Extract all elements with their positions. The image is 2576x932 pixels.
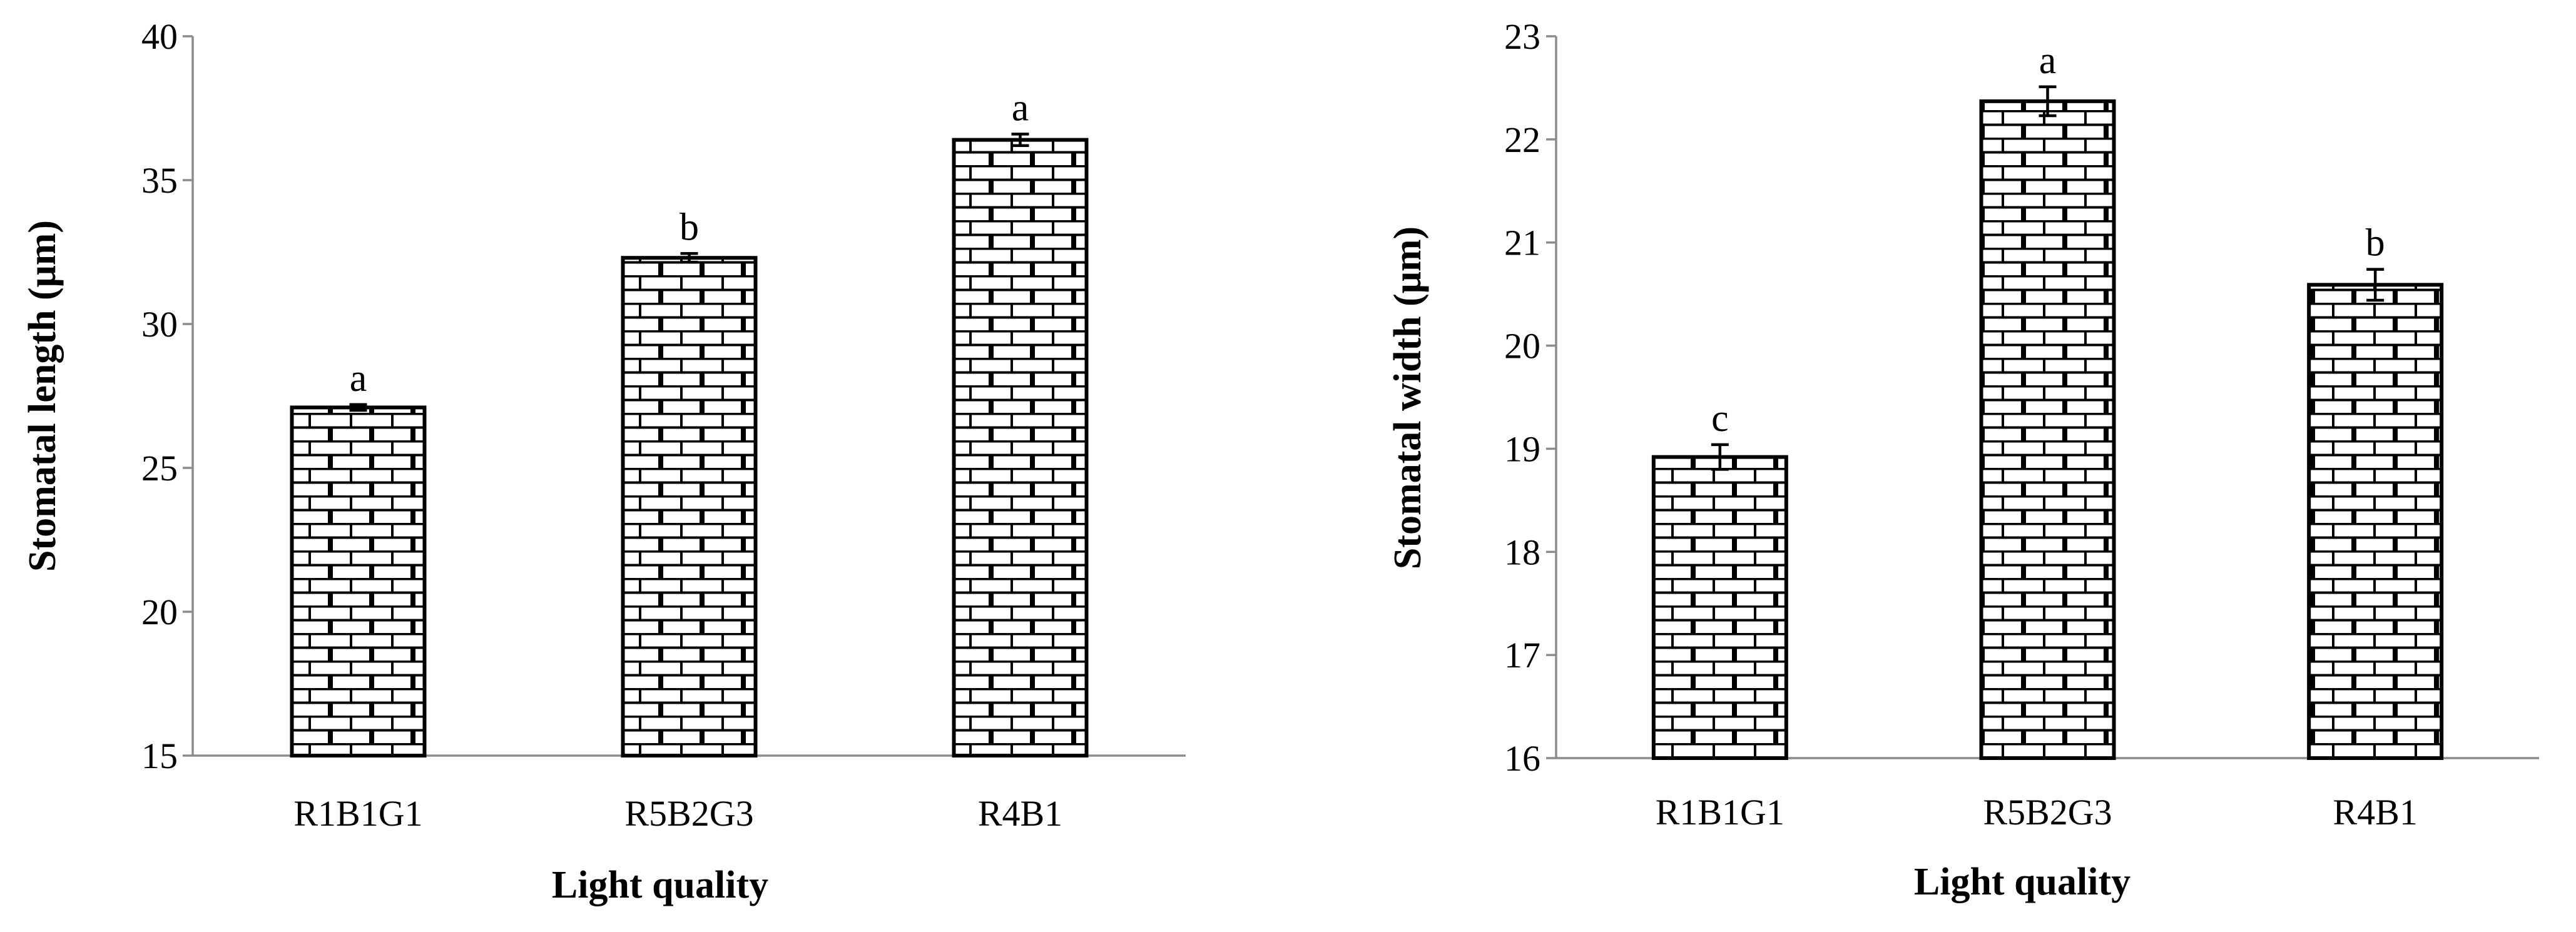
y-tick-label: 20 <box>141 592 178 632</box>
bar <box>952 138 1089 758</box>
y-tick-label: 25 <box>141 448 178 489</box>
y-tick-label: 17 <box>1504 635 1540 676</box>
bars: a b a <box>290 86 1089 758</box>
bar <box>1651 455 1788 760</box>
bars: c a b <box>1651 39 2444 761</box>
significance-label: b <box>2366 222 2385 265</box>
category-labels: R1B1G1 R5B2G3 R4B1 <box>293 793 1062 834</box>
category-label: R1B1G1 <box>1656 792 1784 833</box>
y-tick-label: 21 <box>1504 223 1540 263</box>
category-label: R4B1 <box>978 793 1062 834</box>
significance-label: a <box>2039 39 2057 82</box>
y-tick-label: 16 <box>1504 738 1540 779</box>
category-label: R4B1 <box>2333 792 2417 833</box>
y-axis-title: Stomatal length (μm) <box>21 220 64 572</box>
bar <box>621 256 758 757</box>
y-axis-title: Stomatal width (μm) <box>1387 226 1429 569</box>
significance-label: b <box>680 206 699 248</box>
category-labels: R1B1G1 R5B2G3 R4B1 <box>1656 792 2418 833</box>
category-label: R5B2G3 <box>624 793 753 834</box>
category-label: R5B2G3 <box>1983 792 2112 833</box>
y-tick-label: 35 <box>141 160 178 201</box>
y-ticks: 16 17 18 19 20 21 22 23 <box>1504 16 1556 779</box>
y-tick-label: 40 <box>141 16 178 57</box>
y-tick-label: 18 <box>1504 532 1540 572</box>
y-tick-label: 23 <box>1504 16 1540 57</box>
y-tick-label: 15 <box>141 736 178 776</box>
significance-label: a <box>1012 86 1029 129</box>
stomatal-width-chart: 16 17 18 19 20 21 22 23 c a b R1B1G1 R5B2G3 R4B1 Li… <box>1387 16 2539 903</box>
y-ticks: 15 20 25 30 35 40 <box>141 16 193 776</box>
bar <box>1979 99 2116 761</box>
category-label: R1B1G1 <box>293 793 422 834</box>
bar <box>290 405 427 757</box>
y-tick-label: 30 <box>141 304 178 345</box>
y-tick-label: 22 <box>1504 119 1540 160</box>
stomatal-length-chart: 15 20 25 30 35 40 a b a R1B1G1 R5B2G3 R4B1 Light … <box>21 16 1186 906</box>
significance-label: c <box>1711 397 1729 440</box>
x-axis-title: Light quality <box>552 864 768 906</box>
significance-label: a <box>350 357 367 400</box>
y-tick-label: 20 <box>1504 326 1540 367</box>
x-axis-title: Light quality <box>1914 861 2131 903</box>
bar <box>2307 283 2444 760</box>
y-tick-label: 19 <box>1504 428 1540 469</box>
